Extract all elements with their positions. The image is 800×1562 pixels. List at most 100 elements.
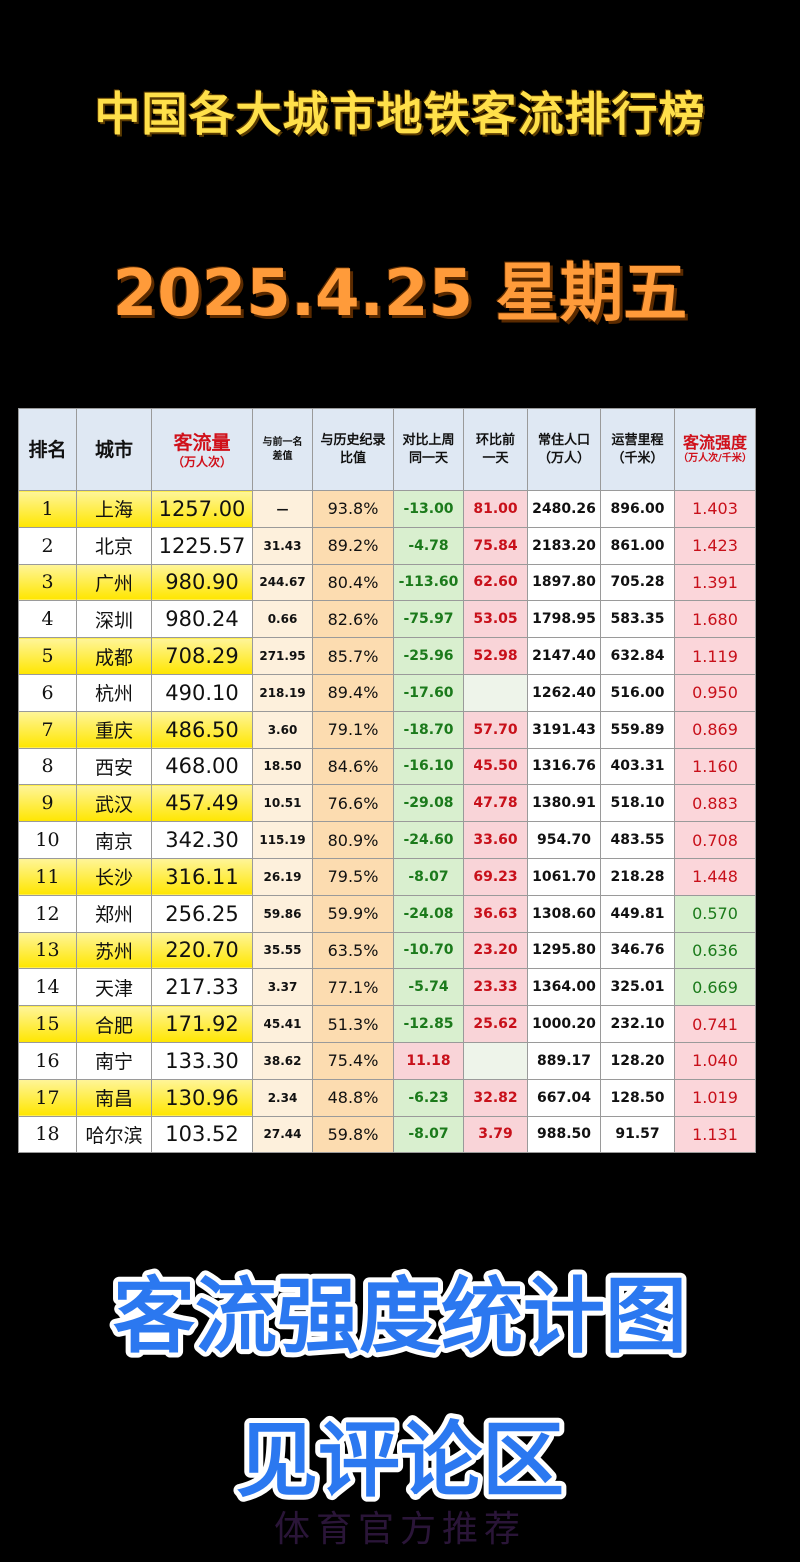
gap-to-previous-cell: 26.19 [252,857,313,896]
record-ratio-cell: 63.5% [312,931,394,970]
intensity-cell: 1.391 [674,563,756,602]
header-text: 运营里程 [611,432,664,448]
table-row: 15 合肥 171.92 45.41 51.3% -12.85 25.62 1000.20 23… [18,1005,756,1043]
table-row: 11 长沙 316.11 26.19 79.5% -8.07 69.23 1061.70 218… [18,857,756,896]
gap-to-previous-cell: 0.66 [252,600,313,639]
week-change-cell: -10.70 [393,931,464,970]
gap-to-previous-cell: 2.34 [252,1078,313,1117]
week-change-cell: -16.10 [393,747,464,786]
week-change-cell: -13.00 [393,490,464,528]
gap-to-previous-cell: 18.50 [252,747,313,786]
intensity-cell: 0.869 [674,710,756,749]
banner: 客流强度统计图 [108,1264,692,1369]
header-text: 对比上周 [402,432,455,448]
week-change-cell: -8.07 [393,1115,464,1154]
header-cell: 常住人口 （万人） [527,408,601,491]
line-length-cell: 896.00 [600,490,675,528]
city-cell: 苏州 [76,931,152,970]
city-cell: 南宁 [76,1041,152,1080]
record-ratio-cell: 85.7% [312,637,394,675]
line-length-cell: 346.76 [600,931,675,970]
note-text: 见评论区 [236,1413,564,1508]
day-change-cell: 81.00 [463,490,528,528]
record-ratio-cell: 77.1% [312,968,394,1007]
city-cell: 西安 [76,747,152,786]
intensity-cell: 0.883 [674,784,756,823]
passenger-flow-cell: 457.49 [151,784,253,823]
gap-to-previous-cell: 218.19 [252,673,313,712]
line-length-cell: 483.55 [600,821,675,859]
city-cell: 南昌 [76,1078,152,1117]
line-length-cell: 559.89 [600,710,675,749]
gap-to-previous-cell: 271.95 [252,637,313,675]
day-change-cell: 25.62 [463,1005,528,1043]
header-row: 排名 城市 客流量 （万人次） 与前一名 差值 与历史纪录 比值 对比上周 同一天 环比前 一天 常住人… [18,408,756,491]
line-length-cell: 632.84 [600,637,675,675]
header-text: 客流强度 [682,432,747,452]
day-change-cell: 32.82 [463,1078,528,1117]
passenger-flow-cell: 980.24 [151,600,253,639]
line-length-cell: 449.81 [600,894,675,933]
city-cell: 武汉 [76,784,152,823]
passenger-flow-cell: 217.33 [151,968,253,1007]
table-row: 10 南京 342.30 115.19 80.9% -24.60 33.60 954.70 48… [18,821,756,859]
header-subtext: 差值 [272,450,293,462]
intensity-cell: 0.636 [674,931,756,970]
table-row: 4 深圳 980.24 0.66 82.6% -75.97 53.05 1798.95 583.… [18,600,756,639]
line-length-cell: 861.00 [600,526,675,565]
passenger-flow-cell: 342.30 [151,821,253,859]
passenger-flow-cell: 256.25 [151,894,253,933]
week-change-cell: -5.74 [393,968,464,1007]
day-change-cell: 57.70 [463,710,528,749]
day-change-cell: 75.84 [463,526,528,565]
gap-to-previous-cell: 35.55 [252,931,313,970]
population-cell: 1061.70 [527,857,601,896]
intensity-cell: 0.708 [674,821,756,859]
record-ratio-cell: 82.6% [312,600,394,639]
record-ratio-cell: 76.6% [312,784,394,823]
population-cell: 2147.40 [527,637,601,675]
population-cell: 889.17 [527,1041,601,1080]
gap-to-previous-cell: 3.60 [252,710,313,749]
week-change-cell: -17.60 [393,673,464,712]
table-row: 2 北京 1225.57 31.43 89.2% -4.78 75.84 2183.20 861… [18,526,756,565]
city-cell: 天津 [76,968,152,1007]
city-cell: 长沙 [76,857,152,896]
city-cell: 杭州 [76,673,152,712]
table-row: 9 武汉 457.49 10.51 76.6% -29.08 47.78 1380.91 518… [18,784,756,823]
passenger-flow-cell: 220.70 [151,931,253,970]
city-cell: 北京 [76,526,152,565]
week-change-cell: -4.78 [393,526,464,565]
line-length-cell: 128.20 [600,1041,675,1080]
week-change-cell: -6.23 [393,1078,464,1117]
gap-to-previous-cell: 10.51 [252,784,313,823]
intensity-cell: 1.119 [674,637,756,675]
header-subtext: （千米） [611,450,664,466]
gap-to-previous-cell: 115.19 [252,821,313,859]
header-cell: 排名 [18,408,77,491]
table-row: 16 南宁 133.30 38.62 75.4% 11.18 889.17 128.20 1.0… [18,1041,756,1080]
week-change-cell: -12.85 [393,1005,464,1043]
passenger-flow-cell: 490.10 [151,673,253,712]
gap-to-previous-cell: 3.37 [252,968,313,1007]
rank-cell: 5 [18,637,77,675]
day-change-cell [463,1041,528,1080]
rank-cell: 4 [18,600,77,639]
population-cell: 1295.80 [527,931,601,970]
day-change-cell: 53.05 [463,600,528,639]
intensity-cell: 1.040 [674,1041,756,1080]
table-row: 7 重庆 486.50 3.60 79.1% -18.70 57.70 3191.43 559.… [18,710,756,749]
line-length-cell: 232.10 [600,1005,675,1043]
intensity-cell: 1.403 [674,490,756,528]
header-text: 与前一名 [262,436,303,448]
table-row: 14 天津 217.33 3.37 77.1% -5.74 23.33 1364.00 325.… [18,968,756,1007]
header-cell: 客流量 （万人次） [151,408,253,491]
population-cell: 1316.76 [527,747,601,786]
intensity-cell: 1.448 [674,857,756,896]
passenger-flow-cell: 171.92 [151,1005,253,1043]
gap-to-previous-cell: 45.41 [252,1005,313,1043]
week-change-cell: -24.08 [393,894,464,933]
header-cell: 与前一名 差值 [252,408,313,491]
rank-cell: 11 [18,857,77,896]
